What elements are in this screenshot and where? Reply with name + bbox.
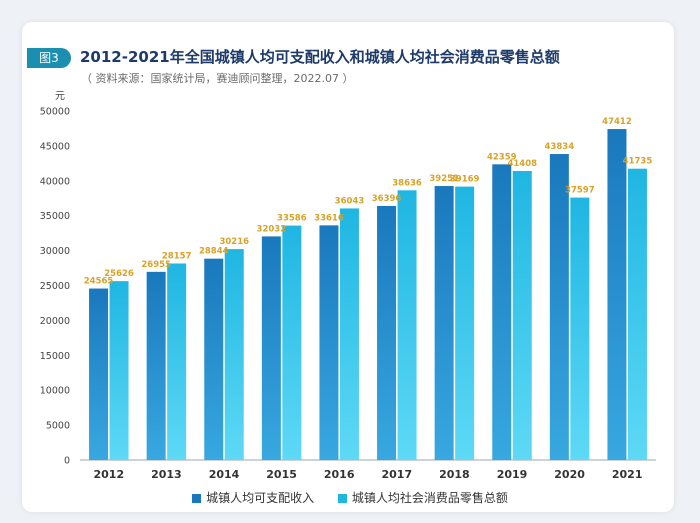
bar-series-2: [570, 197, 590, 460]
y-tick-label: 40000: [40, 176, 70, 187]
bar-series-2: [282, 225, 302, 460]
bar-series-2: [455, 186, 475, 460]
data-label-series-1: 47412: [602, 117, 632, 127]
y-tick-label: 15000: [40, 351, 70, 362]
y-tick-label: 0: [64, 456, 70, 467]
x-tick-label: 2015: [266, 468, 297, 481]
y-tick-label: 35000: [40, 211, 70, 222]
bar-series-1: [549, 154, 569, 460]
x-tick-label: 2018: [439, 468, 470, 481]
bar-series-2: [167, 263, 187, 460]
bar-series-2: [339, 208, 359, 460]
legend-label-series-2: 城镇人均社会消费品零售总额: [351, 491, 508, 505]
legend-item-series-1: 城镇人均可支配收入: [192, 489, 314, 506]
data-label-series-1: 43834: [545, 142, 575, 152]
y-tick-label: 20000: [40, 316, 70, 327]
legend-swatch-series-2: [337, 494, 347, 503]
x-tick-label: 2019: [497, 468, 528, 481]
data-label-series-2: 25626: [104, 269, 134, 279]
y-tick-label: 50000: [40, 107, 70, 118]
figure-tag: 图3: [27, 48, 71, 68]
y-tick-label: 45000: [40, 141, 70, 152]
data-label-series-2: 37597: [565, 186, 595, 196]
x-tick-label: 2013: [151, 468, 182, 481]
legend-item-series-2: 城镇人均社会消费品零售总额: [337, 489, 508, 506]
y-tick-label: 25000: [40, 281, 70, 292]
x-tick-label: 2012: [93, 468, 124, 481]
data-label-series-1: 39251: [429, 174, 459, 184]
y-tick-label: 30000: [40, 246, 70, 257]
chart-legend: 城镇人均可支配收入 城镇人均社会消费品零售总额: [0, 489, 700, 506]
data-label-series-2: 36043: [335, 196, 365, 206]
data-label-series-1: 36396: [372, 194, 402, 204]
bar-series-2: [397, 190, 417, 460]
x-tick-label: 2017: [381, 468, 412, 481]
data-label-series-2: 41735: [623, 157, 653, 167]
data-label-series-1: 32032: [257, 224, 287, 234]
x-tick-label: 2021: [612, 468, 643, 481]
y-tick-label: 10000: [40, 386, 70, 397]
data-label-series-1: 26955: [141, 260, 171, 270]
data-source-note: （ 资料来源：国家统计局，赛迪顾问整理，2022.07 ）: [81, 72, 354, 85]
data-label-series-1: 33616: [314, 213, 344, 223]
bar-series-2: [224, 249, 244, 460]
data-label-series-1: 24565: [84, 277, 114, 287]
bar-series-1: [261, 236, 281, 460]
legend-swatch-series-1: [192, 494, 202, 503]
bar-series-1: [492, 164, 512, 461]
bar-series-2: [627, 168, 647, 460]
data-label-series-2: 41408: [507, 159, 537, 169]
x-tick-label: 2020: [554, 468, 585, 481]
bar-series-1: [204, 258, 224, 460]
data-label-series-2: 38636: [392, 178, 422, 188]
y-tick-label: 5000: [46, 421, 70, 432]
data-label-series-1: 42359: [487, 152, 517, 162]
data-label-series-2: 30216: [219, 237, 249, 247]
bar-series-1: [377, 205, 397, 460]
data-label-series-2: 28157: [162, 251, 192, 261]
bar-series-1: [434, 186, 454, 460]
data-label-series-1: 28844: [199, 247, 229, 257]
x-tick-label: 2014: [209, 468, 240, 481]
bar-series-2: [109, 281, 129, 460]
y-axis-label: 元: [55, 91, 65, 102]
bar-series-2: [512, 170, 532, 460]
data-label-series-2: 39169: [450, 175, 480, 185]
bar-series-1: [607, 129, 627, 460]
bar-series-1: [319, 225, 339, 460]
bar-series-1: [89, 288, 109, 460]
chart-title: 2012-2021年全国城镇人均可支配收入和城镇人均社会消费品零售总额: [80, 48, 560, 66]
bar-series-1: [146, 271, 166, 460]
data-label-series-2: 33586: [277, 214, 307, 224]
x-tick-label: 2016: [324, 468, 355, 481]
legend-label-series-1: 城镇人均可支配收入: [206, 491, 315, 505]
